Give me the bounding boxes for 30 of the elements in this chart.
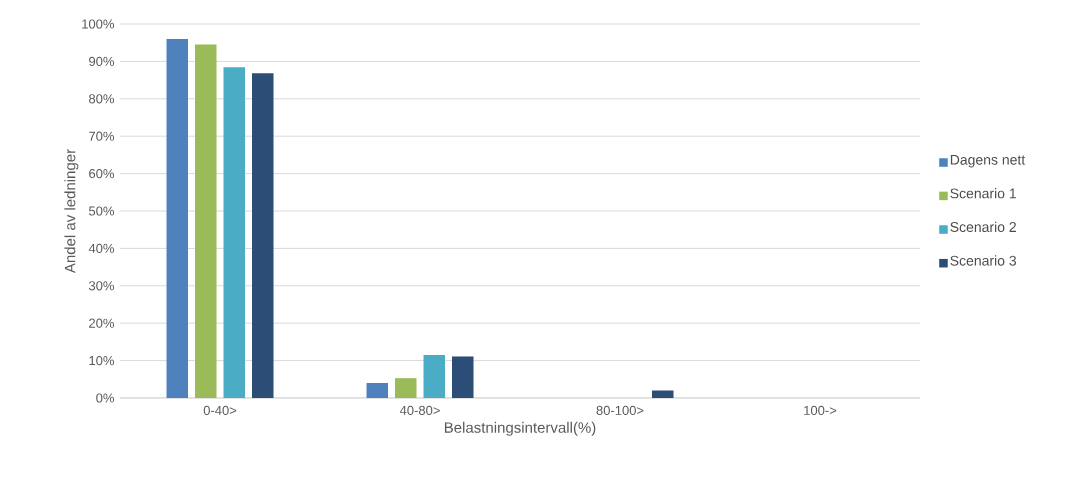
- y-tick-label: 90%: [89, 56, 115, 66]
- bar: [166, 38, 189, 398]
- x-axis-title: Belastningsintervall(%): [444, 421, 596, 436]
- legend-label: Scenario 2: [950, 221, 1016, 233]
- legend-label: Scenario 1: [950, 188, 1016, 199]
- bar: [366, 383, 389, 398]
- bar: [223, 67, 246, 398]
- x-tick-label: 40-80>: [399, 405, 440, 415]
- y-tick-label: 60%: [89, 168, 115, 179]
- bar: [195, 44, 217, 398]
- legend-label: Dagens nett: [950, 154, 1026, 168]
- bar: [252, 73, 274, 398]
- x-tick-label: 100->: [804, 405, 837, 415]
- y-tick-label: 10%: [89, 355, 115, 366]
- y-tick-label: 30%: [88, 281, 115, 291]
- y-tick-label: 50%: [88, 206, 115, 216]
- y-tick-label: 80%: [89, 94, 115, 104]
- bar: [395, 378, 417, 398]
- bar: [652, 390, 674, 398]
- y-tick-label: 0%: [96, 393, 115, 403]
- x-tick-label: 0-40>: [203, 405, 237, 415]
- y-axis-title: Andel av ledninger: [64, 149, 79, 274]
- y-tick-label: 70%: [89, 131, 115, 141]
- legend-label: Scenario 3: [950, 255, 1017, 266]
- y-tick-label: 40%: [88, 243, 115, 253]
- x-tick-label: 80-100>: [596, 405, 644, 415]
- bar: [452, 356, 474, 398]
- bar: [423, 354, 446, 398]
- y-tick-label: 100%: [82, 19, 115, 29]
- y-tick-label: 20%: [89, 318, 115, 328]
